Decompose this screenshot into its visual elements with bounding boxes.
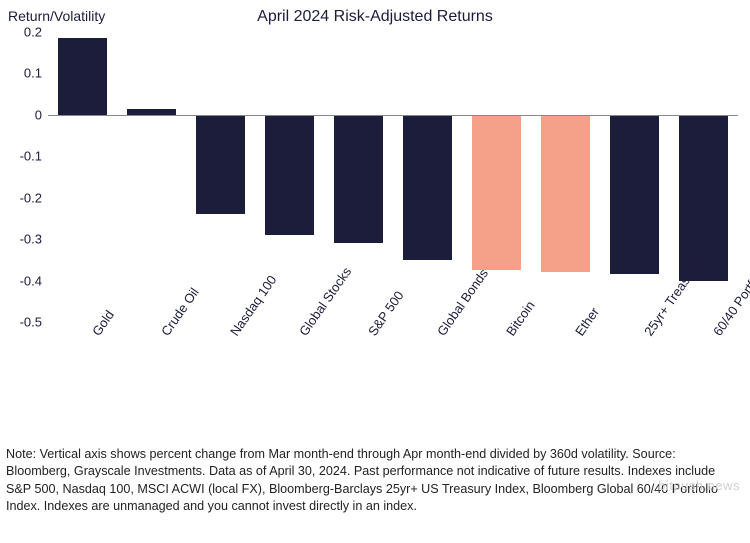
bar bbox=[472, 115, 522, 270]
bar-slot bbox=[186, 32, 255, 322]
bar-slot bbox=[600, 32, 669, 322]
bar bbox=[334, 115, 384, 243]
y-tick-label: -0.2 bbox=[20, 190, 42, 205]
y-tick-label: -0.1 bbox=[20, 149, 42, 164]
x-label-slot: Bitcoin bbox=[462, 330, 531, 430]
x-label-slot: Nasdaq 100 bbox=[186, 330, 255, 430]
bar bbox=[610, 115, 660, 275]
chart-title: April 2024 Risk-Adjusted Returns bbox=[0, 8, 750, 26]
bar-slot bbox=[117, 32, 186, 322]
bar bbox=[58, 38, 108, 115]
x-label-slot: Crude Oil bbox=[117, 330, 186, 430]
x-label-slot: S&P 500 bbox=[324, 330, 393, 430]
chart-container: Return/Volatility April 2024 Risk-Adjust… bbox=[0, 0, 750, 430]
bars-group bbox=[48, 32, 738, 322]
y-tick-label: 0.1 bbox=[24, 66, 42, 81]
bar-slot bbox=[48, 32, 117, 322]
watermark-text: bitpush.news bbox=[658, 478, 740, 493]
x-label-slot: Global Stocks bbox=[255, 330, 324, 430]
y-tick-label: 0.2 bbox=[24, 25, 42, 40]
plot-area: 0.20.10-0.1-0.2-0.3-0.4-0.5 bbox=[48, 32, 738, 322]
x-label-slot: 60/40 Portfolio bbox=[669, 330, 738, 430]
x-label-slot: Global Bonds bbox=[393, 330, 462, 430]
x-label-slot: Ether bbox=[531, 330, 600, 430]
y-tick-label: 0 bbox=[35, 107, 42, 122]
zero-axis-line bbox=[48, 115, 738, 116]
bar bbox=[265, 115, 315, 235]
x-axis-labels: GoldCrude OilNasdaq 100Global StocksS&P … bbox=[48, 330, 738, 430]
bar-slot bbox=[393, 32, 462, 322]
y-tick-label: -0.3 bbox=[20, 232, 42, 247]
y-tick-label: -0.5 bbox=[20, 315, 42, 330]
x-label-slot: 25yr+ Treasuries bbox=[600, 330, 669, 430]
bar bbox=[403, 115, 453, 260]
bar bbox=[196, 115, 246, 214]
y-tick-label: -0.4 bbox=[20, 273, 42, 288]
chart-footnote: Note: Vertical axis shows percent change… bbox=[6, 446, 742, 516]
bar bbox=[541, 115, 591, 272]
bar-slot bbox=[531, 32, 600, 322]
x-label-slot: Gold bbox=[48, 330, 117, 430]
